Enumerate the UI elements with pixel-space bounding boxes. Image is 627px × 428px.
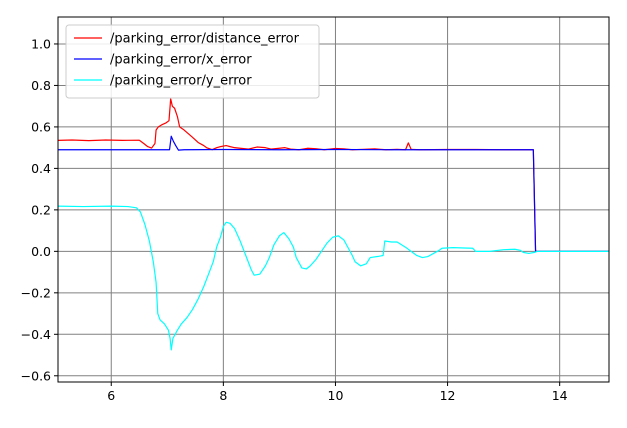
y-tick-label: −0.6 (21, 368, 51, 383)
plot-frame (57, 16, 610, 383)
grid-lines (58, 17, 609, 382)
y-tick-label: −0.4 (21, 327, 51, 342)
y-tick-label: 0.0 (31, 244, 51, 259)
legend-label: /parking_error/x_error (110, 53, 252, 68)
legend: /parking_error/distance_error/parking_er… (65, 24, 320, 99)
series-lines (58, 98, 609, 351)
y-tick-label: 0.2 (31, 202, 51, 217)
y-tick-label: 0.4 (31, 161, 51, 176)
y-tick-label: −0.2 (21, 285, 51, 300)
series-line-y-error (58, 205, 609, 351)
x-tick-label: 14 (552, 388, 568, 403)
y-tick-label: 0.6 (31, 119, 51, 134)
legend-box (65, 24, 320, 99)
x-tick-label: 6 (107, 388, 115, 403)
axis-ticks: 6 8 10 12 14 −0.6 −0.4 −0.2 0.0 0.2 0.4 0.6 0.8 1.0 (21, 36, 568, 403)
y-tick-label: 1.0 (31, 36, 51, 51)
series-line-x-error (58, 135, 609, 252)
y-tick-label: 0.8 (31, 78, 51, 93)
x-tick-label: 10 (328, 388, 344, 403)
x-tick-label: 8 (219, 388, 227, 403)
legend-label: /parking_error/y_error (110, 74, 252, 89)
series-line-distance-error (58, 98, 609, 252)
x-tick-label: 12 (440, 388, 456, 403)
legend-label: /parking_error/distance_error (110, 32, 300, 47)
